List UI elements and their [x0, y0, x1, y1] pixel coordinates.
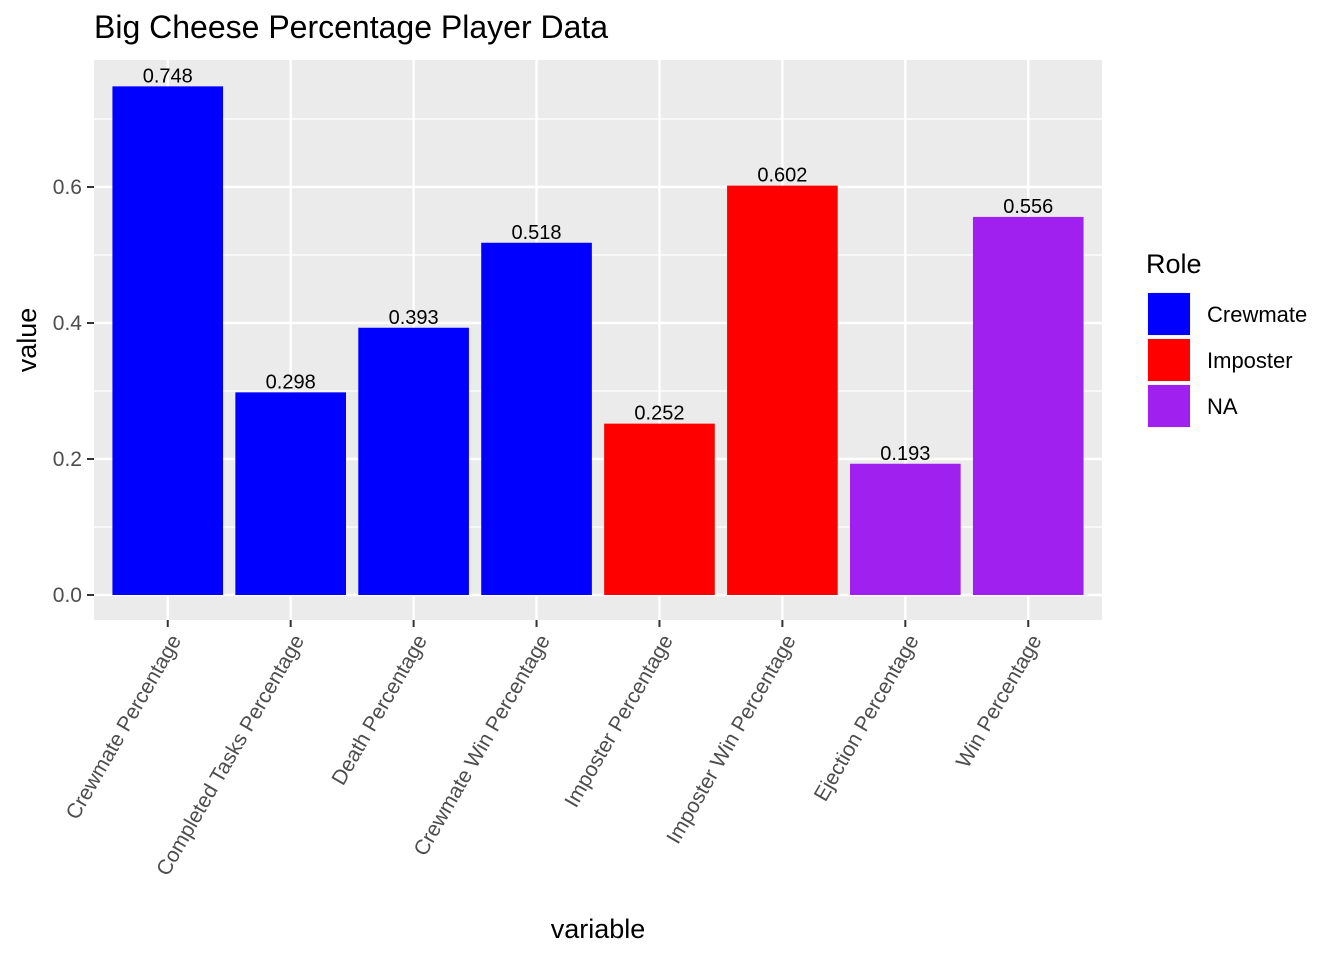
x-tick-label: Imposter Percentage: [560, 631, 677, 811]
x-tick-label: Ejection Percentage: [810, 631, 924, 805]
bar-data-label: 0.252: [634, 403, 684, 425]
legend-label: Imposter: [1207, 348, 1293, 373]
bar-labels: 0.748 0.298 0.393 0.518 0.252 0.602 0.193 0.556: [143, 65, 1054, 464]
legend: Role Crewmate Imposter NA: [1146, 249, 1307, 428]
x-tick-label: Death Percentage: [327, 631, 432, 789]
legend-swatch: [1148, 385, 1190, 427]
bar: [604, 423, 715, 595]
bar-data-label: 0.193: [880, 443, 930, 465]
legend-title: Role: [1146, 249, 1202, 279]
bar-data-label: 0.518: [512, 222, 562, 244]
y-tick-label: 0.6: [53, 176, 82, 199]
legend-swatch: [1148, 293, 1190, 335]
x-tick-label: Imposter Win Percentage: [662, 631, 800, 848]
bar: [235, 392, 346, 595]
x-tick-label: Crewmate Win Percentage: [409, 631, 554, 860]
x-tick-label: Crewmate Percentage: [62, 631, 186, 823]
y-tick-label: 0.2: [53, 448, 82, 471]
legend-label: Crewmate: [1207, 302, 1307, 327]
bar: [727, 185, 838, 595]
bar-data-label: 0.556: [1003, 196, 1053, 218]
bar: [481, 242, 592, 595]
x-tick-label: Completed Tasks Percentage: [152, 631, 309, 880]
y-tick-label: 0.0: [53, 584, 82, 607]
legend-label: NA: [1207, 394, 1238, 419]
x-axis-title: variable: [551, 914, 646, 944]
bar: [358, 327, 469, 595]
bar-data-label: 0.298: [266, 371, 316, 393]
y-tick-label: 0.4: [53, 312, 83, 335]
y-axis-title: value: [12, 308, 42, 373]
plot-area: 0.748 0.298 0.393 0.518 0.252 0.602 0.193 0.556: [94, 60, 1102, 620]
bar: [112, 86, 224, 596]
bars: [112, 86, 1084, 596]
y-axis: 0.0 0.2 0.4 0.6: [53, 176, 94, 607]
bar-data-label: 0.602: [757, 165, 807, 187]
bar: [972, 216, 1084, 596]
legend-swatch: [1148, 339, 1190, 381]
legend-items: Crewmate Imposter NA: [1147, 292, 1307, 428]
chart-title: Big Cheese Percentage Player Data: [94, 9, 608, 45]
bar-data-label: 0.393: [389, 307, 439, 329]
bar: [850, 463, 961, 595]
bar-data-label: 0.748: [143, 65, 193, 87]
x-tick-label: Win Percentage: [952, 631, 1047, 772]
